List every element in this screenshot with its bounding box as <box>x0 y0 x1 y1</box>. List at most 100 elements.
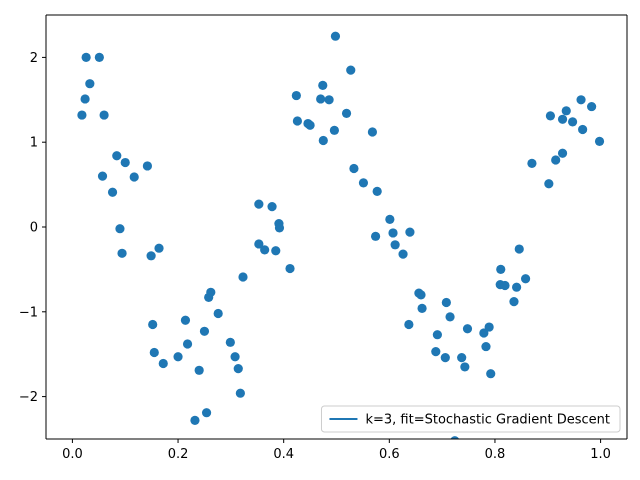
data-point <box>316 94 326 104</box>
data-point <box>370 231 381 241</box>
data-point <box>512 282 522 292</box>
data-point <box>551 155 561 165</box>
data-point <box>484 322 494 332</box>
data-point <box>509 297 519 307</box>
data-point <box>372 186 382 196</box>
data-point <box>557 114 568 124</box>
data-point <box>235 388 245 398</box>
data-point <box>346 65 356 75</box>
data-point <box>578 124 588 135</box>
data-point <box>405 227 415 237</box>
data-point <box>318 135 328 146</box>
data-point <box>417 303 427 314</box>
data-point <box>514 244 524 254</box>
data-point <box>324 95 334 105</box>
x-tick-label: 0.2 <box>168 447 189 462</box>
data-point <box>462 324 473 334</box>
data-point <box>329 125 339 135</box>
data-point <box>568 117 578 127</box>
data-point <box>180 315 191 325</box>
data-point <box>173 352 183 362</box>
data-point <box>450 436 460 439</box>
data-point <box>81 52 91 63</box>
data-point <box>349 163 359 174</box>
data-point <box>594 136 605 146</box>
y-tick-label: 0 <box>30 221 38 236</box>
data-point <box>576 95 586 105</box>
data-point <box>99 110 109 120</box>
data-point <box>254 239 264 249</box>
data-point <box>341 108 352 118</box>
data-point <box>260 245 270 255</box>
data-point <box>479 328 489 338</box>
data-point <box>213 308 223 319</box>
data-point <box>97 171 108 181</box>
ticks: 0.0 0.2 0.4 0.6 0.8 1.0 −2 −1 0 1 2 <box>19 51 611 462</box>
data-point <box>233 364 243 374</box>
data-point <box>267 202 277 212</box>
y-tick-label: −1 <box>19 305 38 320</box>
legend: k=3, fit=Stochastic Gradient Descent <box>320 405 621 433</box>
data-point <box>367 127 378 137</box>
data-point <box>292 116 303 126</box>
data-point <box>500 280 510 291</box>
data-point <box>561 106 571 116</box>
data-point <box>457 352 467 363</box>
data-point <box>358 178 369 188</box>
x-tick-label: 0.6 <box>379 447 400 462</box>
data-points <box>77 31 605 439</box>
data-point <box>158 358 168 369</box>
data-point <box>115 224 125 234</box>
data-point <box>182 339 193 349</box>
data-point <box>388 228 398 238</box>
x-tick-label: 0.4 <box>273 447 294 462</box>
data-point <box>230 352 240 362</box>
data-point <box>129 172 139 182</box>
data-point <box>445 312 455 322</box>
data-point <box>117 248 127 258</box>
x-tick-label: 1.0 <box>590 447 611 462</box>
data-point <box>431 347 441 357</box>
data-point <box>527 158 537 168</box>
data-point <box>94 52 104 63</box>
data-point <box>432 330 442 340</box>
data-point <box>225 337 235 347</box>
data-point <box>486 369 496 379</box>
data-point <box>496 264 506 274</box>
data-point <box>77 110 87 120</box>
data-point <box>190 415 200 425</box>
data-point <box>520 274 531 284</box>
data-point <box>107 187 118 197</box>
data-point <box>330 31 341 41</box>
data-point <box>206 287 216 297</box>
y-tick-label: 1 <box>30 136 38 151</box>
data-point <box>557 148 568 158</box>
legend-label: k=3, fit=Stochastic Gradient Descent <box>365 413 610 428</box>
data-point <box>154 243 164 253</box>
data-point <box>238 272 248 282</box>
legend-box <box>320 405 621 433</box>
data-point <box>305 120 315 130</box>
x-tick-label: 0.0 <box>62 447 83 462</box>
data-point <box>440 352 450 363</box>
data-point <box>194 365 204 375</box>
data-point <box>199 326 210 336</box>
data-point <box>416 290 426 300</box>
data-point <box>390 240 400 250</box>
data-point <box>398 249 408 259</box>
data-point <box>80 94 90 104</box>
data-point <box>481 341 491 352</box>
data-point <box>404 319 414 330</box>
data-point <box>441 297 451 308</box>
data-point <box>254 199 264 209</box>
data-point <box>201 408 212 418</box>
y-tick-label: 2 <box>30 51 38 66</box>
data-point <box>545 111 556 121</box>
x-tick-label: 0.8 <box>485 447 506 462</box>
data-point <box>385 214 395 224</box>
data-point <box>120 157 130 168</box>
data-point <box>148 319 158 330</box>
data-point <box>285 263 295 274</box>
